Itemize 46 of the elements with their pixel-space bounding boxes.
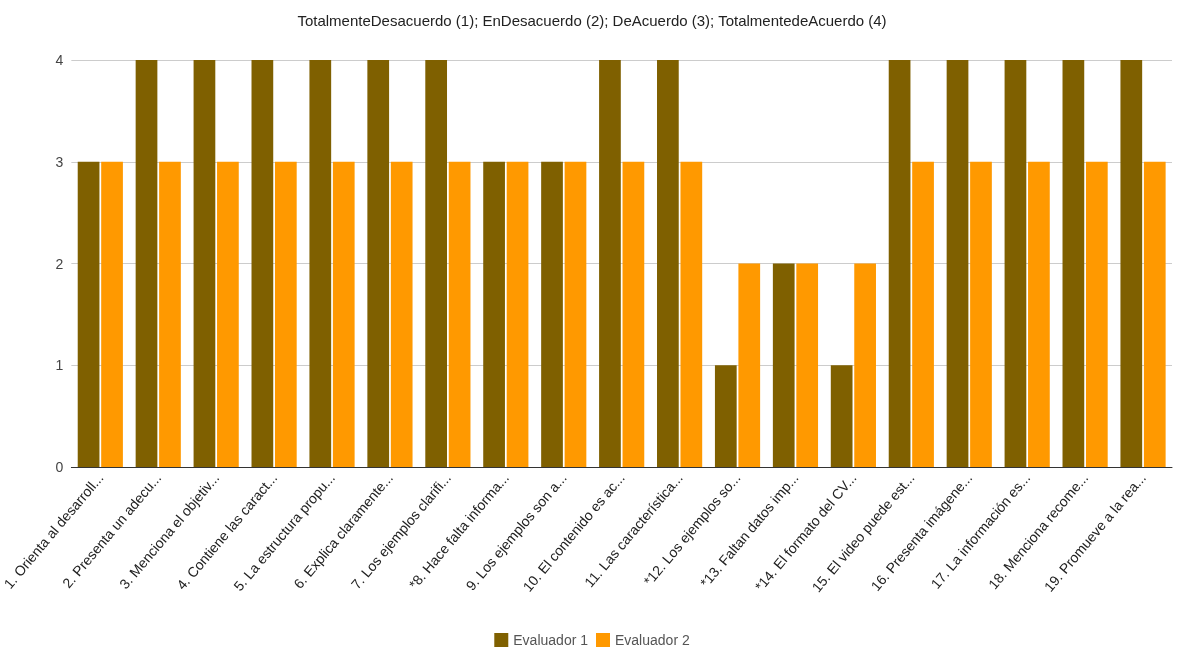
y-tick-label: 2 (55, 255, 64, 272)
bar (772, 263, 795, 467)
y-tick-label: 4 (55, 52, 64, 68)
bar (425, 60, 448, 467)
bar (970, 161, 992, 467)
bar (946, 60, 969, 467)
bar (1028, 161, 1050, 467)
bar (680, 161, 703, 467)
y-tick-label: 1 (55, 357, 64, 374)
bar (1143, 161, 1166, 467)
bar (1004, 60, 1027, 467)
bar (564, 161, 587, 467)
bar (738, 263, 761, 467)
bar (193, 60, 216, 467)
bar (714, 365, 737, 467)
legend-label: Evaluador 1 (513, 632, 589, 648)
bar (912, 161, 934, 467)
bar (217, 161, 239, 467)
bar (1120, 60, 1143, 467)
bar (251, 60, 274, 467)
bar (1062, 60, 1085, 467)
bar (599, 60, 621, 467)
bar (135, 60, 158, 467)
bar (541, 161, 563, 467)
bar (854, 263, 876, 467)
bar (506, 161, 529, 467)
bar (448, 161, 471, 467)
bar (622, 161, 645, 467)
bar (830, 365, 853, 467)
legend-label: Evaluador 2 (615, 632, 690, 648)
bar (657, 60, 679, 467)
y-tick-label: 0 (55, 459, 64, 475)
bar (483, 161, 505, 467)
bar (796, 263, 819, 467)
bar (332, 161, 355, 467)
chart-title: TotalmenteDesacuerdo (1); EnDesacuerdo (2); DeAcuerdo (3); TotalmentedeAcuerdo (4) (297, 12, 887, 29)
y-tick-label: 3 (55, 153, 64, 170)
bar (159, 161, 181, 467)
bar (274, 161, 297, 467)
bar (1085, 161, 1108, 467)
bar (888, 60, 911, 467)
bar (77, 161, 100, 467)
bar (101, 161, 123, 467)
bar (309, 60, 332, 467)
bar (390, 161, 413, 467)
bar (367, 60, 390, 467)
